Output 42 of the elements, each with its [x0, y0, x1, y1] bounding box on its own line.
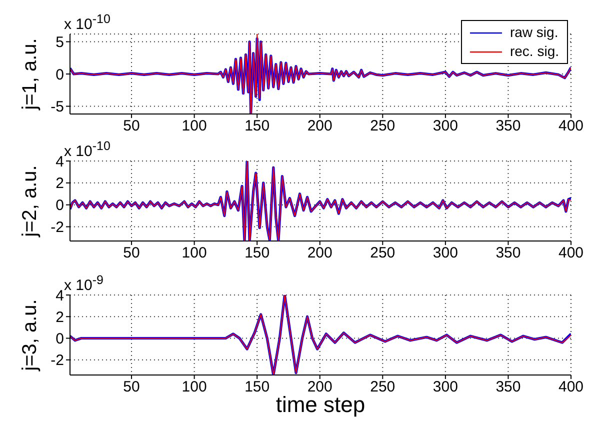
x-tick-label: 250 [370, 244, 396, 262]
y-tick-label: 2 [56, 175, 64, 192]
x-tick-label: 200 [307, 244, 332, 262]
x-tick-label: 50 [123, 378, 140, 396]
x-tick-label: 50 [123, 244, 140, 262]
x-tick-label: 300 [432, 244, 458, 262]
x-tick-label: 350 [496, 118, 521, 135]
y-tick-label: 0 [56, 330, 64, 348]
text: x 10$^{-10}$ [64, 139, 110, 160]
x-tick-label: 50 [123, 118, 140, 135]
text: x 10$^{-9}$ [64, 273, 104, 294]
y-tick-label: 4 [56, 287, 64, 304]
x-tick-label: 150 [244, 244, 270, 262]
x-tick-label: 100 [182, 378, 207, 396]
x-tick-label: 400 [558, 244, 584, 262]
x-tick-label: 200 [307, 118, 332, 135]
y-tick-label: -5 [50, 98, 64, 116]
x-tick-label: 150 [244, 378, 270, 396]
x-tick-label: 300 [432, 118, 458, 135]
x-tick-label: 350 [496, 244, 521, 262]
x-tick-label: 250 [370, 378, 396, 396]
x-tick-label: 250 [370, 118, 396, 135]
y-tick-label: -2 [50, 352, 64, 370]
x-tick-label: 300 [432, 378, 458, 396]
y-tick-label: 0 [56, 197, 64, 214]
y-axis-title: j=1, a.u. [19, 38, 41, 110]
legend-label: rec. sig. [510, 42, 559, 61]
legend-label: raw sig. [510, 23, 558, 42]
y-tick-label: 2 [56, 308, 64, 326]
x-tick-label: 400 [558, 118, 584, 135]
text: x 10$^{-10}$ [64, 12, 110, 33]
y-axis-title: j=2, a.u. [19, 165, 41, 237]
x-tick-label: 150 [244, 118, 270, 135]
x-tick-label: 100 [182, 118, 207, 135]
y-tick-label: -2 [50, 219, 64, 236]
y-tick-label: 5 [56, 34, 64, 52]
y-tick-label: 4 [56, 153, 64, 170]
x-tick-label: 400 [558, 378, 584, 396]
x-tick-label: 350 [496, 378, 521, 396]
x-tick-label: 100 [182, 244, 207, 262]
y-axis-title: j=3, a.u. [19, 299, 41, 371]
y-tick-label: 0 [56, 66, 64, 84]
